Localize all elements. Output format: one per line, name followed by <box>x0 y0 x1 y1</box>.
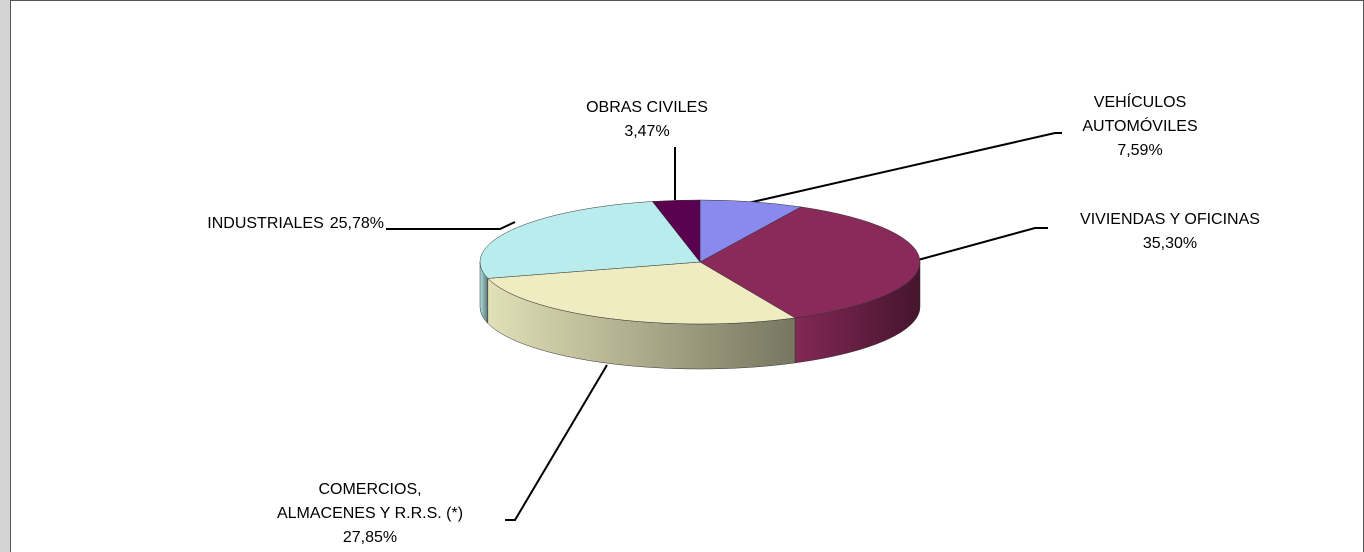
slice-label: OBRAS CIVILES 3,47% <box>547 96 747 144</box>
pie-slice <box>699 206 921 319</box>
pie-slice <box>487 261 796 325</box>
category-label: VEHÍCULOS AUTOMÓVILES <box>1082 94 1198 135</box>
category-label: OBRAS CIVILES <box>586 99 708 116</box>
leader-lines <box>386 132 1062 521</box>
value-label: 3,47% <box>624 123 670 140</box>
pie-slice <box>479 201 701 279</box>
category-label: VIVIENDAS Y OFICINAS <box>1080 211 1260 228</box>
category-label: COMERCIOS, ALMACENES Y R.R.S. (*) <box>276 481 464 522</box>
leader-line <box>386 221 516 230</box>
leader-line <box>917 227 1048 261</box>
slice-label: INDUSTRIALES 25,78% <box>140 212 384 236</box>
leader-line <box>747 132 1062 204</box>
slice-label: VEHÍCULOS AUTOMÓVILES 7,59% <box>1040 91 1240 163</box>
pie-slice <box>651 199 701 263</box>
value-label: 7,59% <box>1117 142 1163 159</box>
slice-label: COMERCIOS, ALMACENES Y R.R.S. (*) 27,85% <box>240 478 500 550</box>
category-label: INDUSTRIALES <box>207 215 324 232</box>
value-label: 35,30% <box>1142 235 1198 252</box>
slice-label: VIVIENDAS Y OFICINAS 35,30% <box>1050 208 1290 256</box>
value-label: 27,85% <box>342 529 398 546</box>
pie-slice <box>699 199 802 263</box>
value-label: 25,78% <box>329 215 384 232</box>
leader-line <box>505 364 608 521</box>
